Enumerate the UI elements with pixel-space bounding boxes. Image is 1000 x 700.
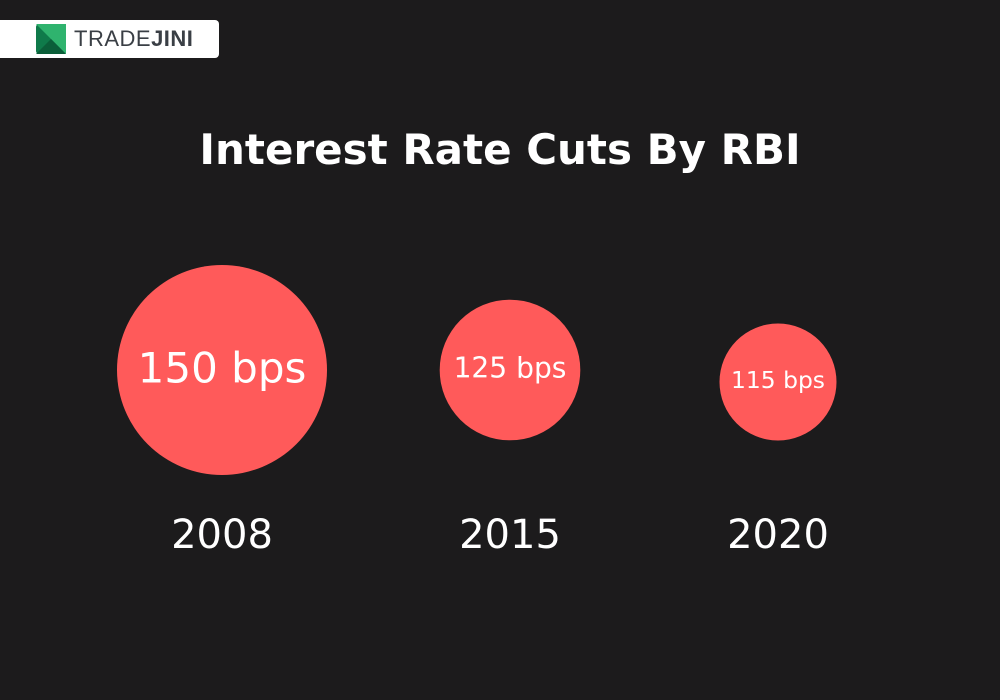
brand-logo: TRADEJINI	[0, 20, 219, 58]
chart-title: Interest Rate Cuts By RBI	[199, 125, 801, 174]
bubble-2020	[719, 323, 837, 441]
bubble-2015	[439, 299, 581, 441]
tradejini-logo-icon	[36, 24, 66, 54]
bubble-2008	[117, 265, 327, 475]
brand-name: TRADEJINI	[74, 26, 193, 52]
bubble-value-label-2020: 115 bps	[731, 366, 825, 394]
brand-name-part1: TRADE	[74, 26, 152, 51]
brand-name-part2: JINI	[151, 26, 194, 51]
bubble-value-label-2015: 125 bps	[454, 352, 567, 385]
year-label-2020: 2020	[727, 512, 829, 558]
year-label-2008: 2008	[171, 512, 273, 558]
bubble-value-label-2008: 150 bps	[138, 344, 307, 393]
year-label-2015: 2015	[459, 512, 561, 558]
